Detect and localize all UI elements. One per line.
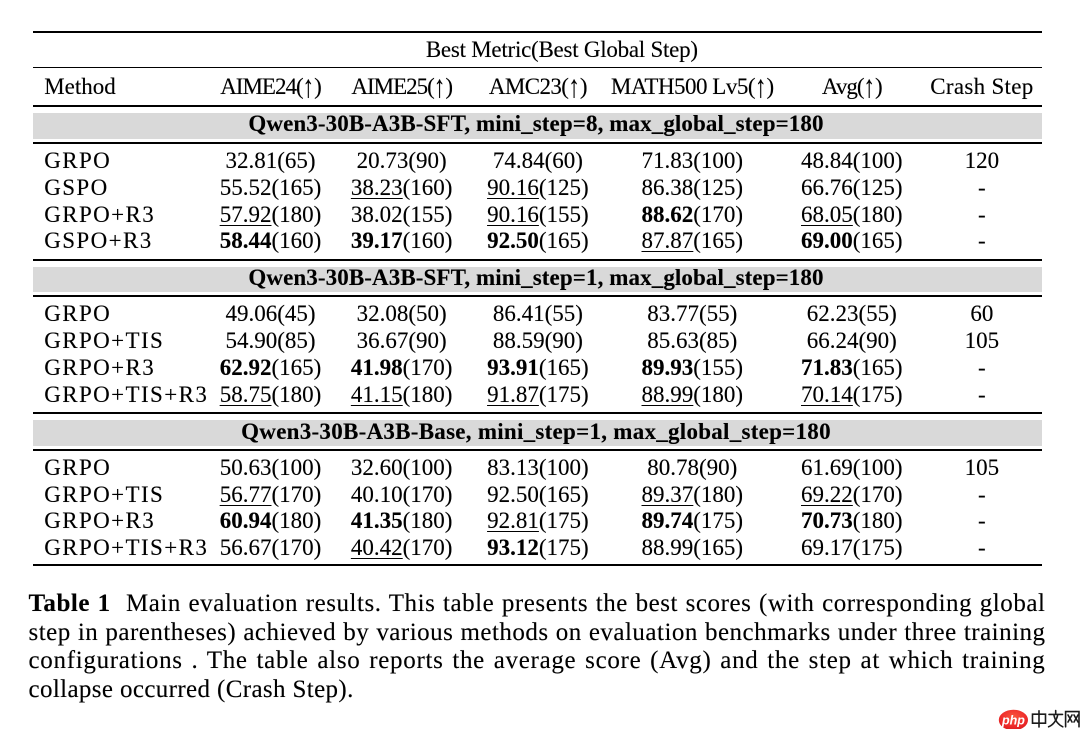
svg-text:php: php xyxy=(1001,714,1025,728)
